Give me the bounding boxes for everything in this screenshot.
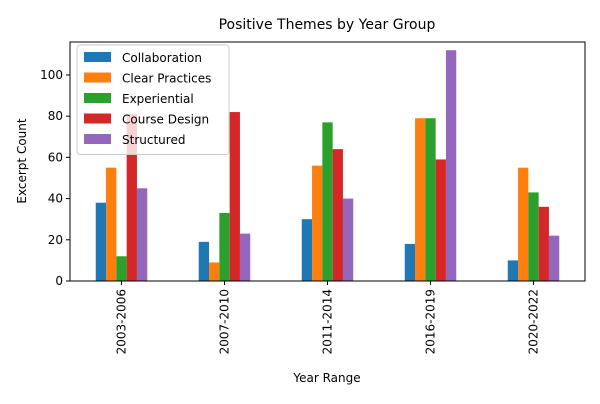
bar-collaboration-2020-2022 [507, 260, 519, 281]
legend: Collaboration Clear Practices Experiential… [76, 44, 230, 155]
x-axis: 2003-2006 2007-2010 2011-2014 2016-2019 2020… [115, 281, 541, 354]
y-tick-label: 100 [40, 68, 63, 82]
legend-label: Experiential [122, 92, 194, 106]
bar-experiential-2016-2019 [425, 118, 436, 281]
x-tick-label: 2003-2006 [115, 289, 129, 354]
x-tick-label: 2020-2022 [527, 289, 541, 354]
bar-experiential-2003-2006 [116, 256, 127, 281]
bar-clear-practices-2007-2010 [209, 262, 220, 281]
legend-label: Clear Practices [122, 72, 211, 86]
bar-collaboration-2011-2014 [301, 219, 313, 281]
legend-swatch [84, 134, 111, 144]
bar-course-design-2003-2006 [126, 114, 137, 281]
legend-swatch [84, 72, 111, 83]
bar-clear-practices-2003-2006 [106, 167, 117, 281]
bar-course-design-2016-2019 [435, 159, 446, 281]
bar-structured-2011-2014 [342, 198, 354, 281]
chart-title: Positive Themes by Year Group [219, 17, 436, 33]
legend-label: Structured [122, 133, 185, 147]
bar-collaboration-2003-2006 [95, 202, 107, 281]
legend-swatch [84, 113, 111, 124]
legend-label: Collaboration [122, 51, 202, 65]
bars-group [95, 50, 560, 281]
x-tick-label: 2007-2010 [218, 289, 232, 354]
bar-structured-2020-2022 [548, 235, 560, 281]
x-tick-label: 2016-2019 [424, 289, 438, 354]
bar-structured-2003-2006 [136, 188, 148, 281]
bar-clear-practices-2020-2022 [518, 167, 529, 281]
legend-label: Course Design [122, 113, 209, 127]
bar-collaboration-2016-2019 [404, 243, 416, 281]
x-axis-label: Year Range [292, 371, 360, 385]
y-axis-label: Excerpt Count [15, 118, 29, 203]
legend-swatch [84, 52, 111, 62]
bar-course-design-2011-2014 [332, 149, 343, 281]
bar-course-design-2007-2010 [229, 112, 240, 281]
bar-course-design-2020-2022 [538, 206, 549, 281]
x-tick-label: 2011-2014 [321, 289, 335, 354]
legend-box [76, 44, 230, 155]
bar-experiential-2007-2010 [219, 213, 230, 281]
bar-structured-2007-2010 [239, 233, 251, 281]
y-tick-label: 80 [48, 109, 63, 123]
bar-collaboration-2007-2010 [198, 241, 210, 281]
y-tick-label: 60 [48, 150, 63, 164]
y-tick-label: 20 [48, 233, 63, 247]
bar-experiential-2020-2022 [528, 192, 539, 281]
y-axis: 0 20 40 60 80 100 [40, 68, 70, 288]
bar-structured-2016-2019 [445, 50, 457, 281]
y-tick-label: 0 [55, 274, 63, 288]
bar-experiential-2011-2014 [322, 122, 333, 281]
legend-swatch [84, 93, 111, 103]
bar-clear-practices-2016-2019 [415, 118, 426, 281]
y-tick-label: 40 [48, 192, 63, 206]
bar-clear-practices-2011-2014 [312, 165, 323, 281]
